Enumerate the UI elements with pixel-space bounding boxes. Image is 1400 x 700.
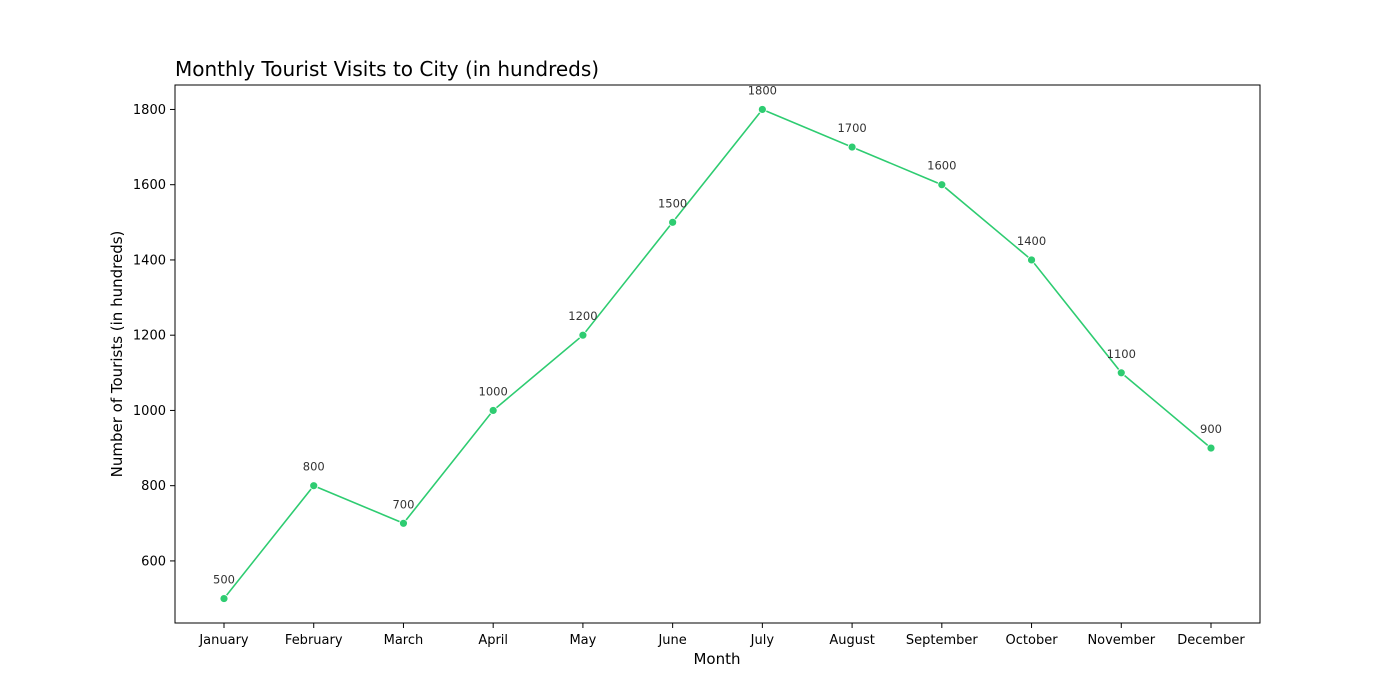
x-tick-label: June xyxy=(657,633,686,648)
x-axis: January February March April May June July Augu… xyxy=(198,623,1245,648)
y-axis-label: Number of Tourists (in hundreds) xyxy=(108,231,126,478)
x-tick-label: December xyxy=(1177,633,1245,648)
data-label: 700 xyxy=(392,497,414,511)
x-tick-label: May xyxy=(569,633,596,648)
y-tick-label: 1800 xyxy=(133,103,166,118)
x-tick-label: August xyxy=(829,633,875,648)
data-point xyxy=(1206,443,1216,453)
y-tick-label: 1000 xyxy=(133,404,166,419)
data-label: 500 xyxy=(213,573,235,587)
x-tick-label: October xyxy=(1006,633,1059,648)
data-label: 1200 xyxy=(568,309,597,323)
data-label: 1000 xyxy=(479,384,508,398)
data-point xyxy=(1116,368,1126,378)
data-point xyxy=(847,142,857,152)
y-tick-label: 800 xyxy=(141,479,166,494)
data-point xyxy=(937,180,947,190)
x-tick-label: February xyxy=(285,633,343,648)
x-tick-label: April xyxy=(478,633,508,648)
x-axis-label: Month xyxy=(693,650,740,668)
data-point xyxy=(1027,255,1036,265)
data-point xyxy=(668,217,678,227)
data-point xyxy=(309,481,319,491)
x-tick-label: March xyxy=(384,633,424,648)
data-label: 1800 xyxy=(748,83,777,97)
plot-area xyxy=(174,84,1261,624)
y-tick-label: 1200 xyxy=(133,329,166,344)
x-tick-label: September xyxy=(906,633,979,648)
data-point xyxy=(399,518,408,528)
data-point xyxy=(757,105,767,114)
y-tick-label: 1600 xyxy=(133,178,166,193)
data-labels: 500 800 700 1000 1200 1500 1800 1700 1600 1400 110… xyxy=(213,83,1222,586)
x-tick-label: July xyxy=(750,633,775,648)
data-point xyxy=(219,594,229,603)
data-label: 1100 xyxy=(1107,347,1136,361)
data-point xyxy=(578,330,588,340)
x-tick-label: January xyxy=(198,633,249,648)
y-tick-label: 1400 xyxy=(133,253,166,268)
chart-title: Monthly Tourist Visits to City (in hundr… xyxy=(175,57,599,81)
data-label: 1600 xyxy=(927,159,956,173)
data-label: 1500 xyxy=(658,196,687,210)
x-tick-label: November xyxy=(1087,633,1155,648)
data-point xyxy=(488,406,498,415)
data-label: 1700 xyxy=(837,121,866,135)
data-label: 800 xyxy=(303,460,325,474)
y-axis: 600 800 1000 1200 1400 1600 1800 xyxy=(133,103,175,569)
series-line xyxy=(223,108,1212,599)
data-label: 900 xyxy=(1200,422,1222,436)
data-label: 1400 xyxy=(1017,234,1046,248)
data-points xyxy=(219,105,1216,603)
y-tick-label: 600 xyxy=(141,554,166,569)
